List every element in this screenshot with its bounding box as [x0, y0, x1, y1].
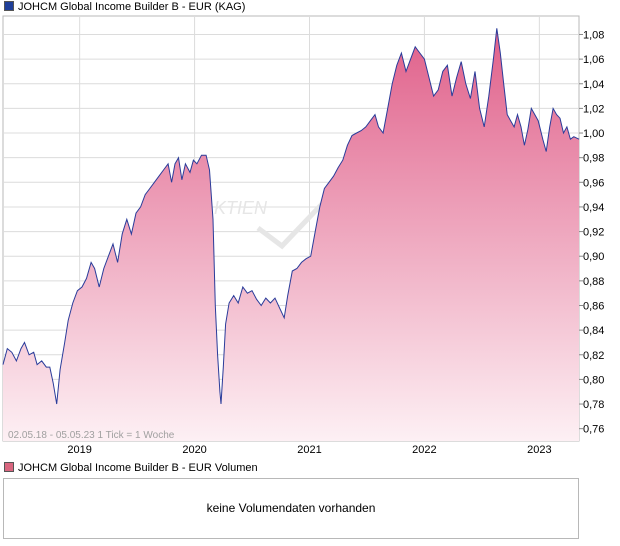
y-tick-label: 0,80: [583, 374, 604, 386]
legend-price-label: JOHCM Global Income Builder B - EUR (KAG…: [18, 1, 246, 13]
legend-price-swatch: [4, 1, 14, 11]
legend-price: JOHCM Global Income Builder B - EUR (KAG…: [4, 0, 245, 14]
x-axis: 2019 2020 2021 2022 2023: [67, 444, 551, 456]
y-tick-label: 0,94: [583, 202, 604, 214]
y-tick-label: 1,08: [583, 29, 604, 41]
x-tick-label: 2021: [297, 444, 321, 456]
x-tick-label: 2020: [182, 444, 206, 456]
y-tick-label: 0,92: [583, 227, 604, 239]
y-axis: 0,76 0,78 0,80 0,82 0,84 0,86 0,88 0,90 0,92 0,94…: [579, 29, 604, 436]
volume-message: keine Volumendaten vorhanden: [206, 501, 376, 515]
price-area: [3, 28, 579, 442]
y-tick-label: 1,02: [583, 103, 604, 115]
y-tick-label: 1,06: [583, 54, 604, 66]
y-tick-label: 0,96: [583, 177, 604, 189]
legend-volume-label: JOHCM Global Income Builder B - EUR Volu…: [18, 462, 258, 474]
y-tick-label: 0,82: [583, 350, 604, 362]
y-tick-label: 1,00: [583, 128, 604, 140]
x-tick-label: 2022: [412, 444, 436, 456]
y-tick-label: 0,98: [583, 153, 604, 165]
volume-panel: keine Volumendaten vorhanden: [3, 478, 579, 539]
y-tick-label: 0,84: [583, 325, 604, 337]
y-tick-label: 0,78: [583, 399, 604, 411]
x-tick-label: 2023: [527, 444, 551, 456]
price-line: [2, 28, 580, 405]
legend-volume: JOHCM Global Income Builder B - EUR Volu…: [4, 461, 258, 475]
price-chart: KTIEN 0,760,780,800,820,840,860,880,900,…: [2, 15, 604, 456]
y-tick-label: 0,86: [583, 300, 604, 312]
y-tick-label: 0,76: [583, 424, 604, 436]
y-tick-label: 0,90: [583, 251, 604, 263]
range-note: 02.05.18 - 05.05.23 1 Tick = 1 Woche: [8, 430, 175, 441]
y-tick-label: 1,04: [583, 79, 604, 91]
watermark: KTIEN: [214, 198, 268, 218]
legend-volume-swatch: [4, 462, 14, 472]
watermark-check: [256, 202, 324, 250]
y-tick-label: 0,88: [583, 276, 604, 288]
x-tick-label: 2019: [67, 444, 91, 456]
